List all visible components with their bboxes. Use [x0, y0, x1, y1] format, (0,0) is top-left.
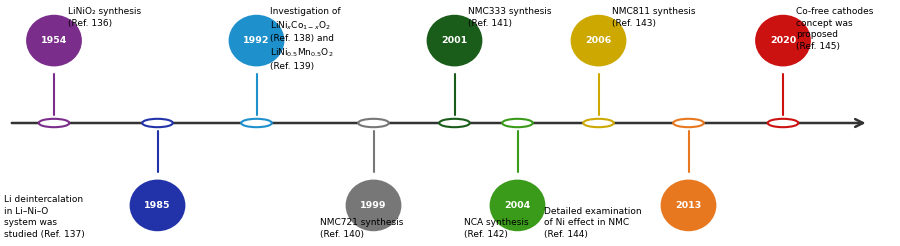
Circle shape: [358, 119, 389, 127]
Text: 1954: 1954: [40, 36, 68, 45]
Text: 2013: 2013: [675, 201, 702, 210]
Text: NCA synthesis
(Ref. 142): NCA synthesis (Ref. 142): [464, 218, 528, 239]
Text: 1985: 1985: [144, 201, 171, 210]
Text: Investigation of
LiNi$_x$Co$_{1-x}$O$_2$
(Ref. 138) and
LiNi$_{0.5}$Mn$_{0.5}$O$: Investigation of LiNi$_x$Co$_{1-x}$O$_2$…: [270, 7, 340, 71]
Text: Li deintercalation
in Li–Ni–O
system was
studied (Ref. 137): Li deintercalation in Li–Ni–O system was…: [4, 195, 86, 239]
Circle shape: [583, 119, 614, 127]
Text: 2020: 2020: [770, 36, 796, 45]
Circle shape: [439, 119, 470, 127]
Ellipse shape: [130, 180, 185, 231]
Text: 2004: 2004: [504, 201, 531, 210]
Ellipse shape: [755, 15, 811, 66]
Ellipse shape: [427, 15, 482, 66]
Circle shape: [142, 119, 173, 127]
Circle shape: [768, 119, 798, 127]
Ellipse shape: [490, 180, 545, 231]
Text: 2001: 2001: [441, 36, 468, 45]
Circle shape: [39, 119, 69, 127]
Text: Co-free cathodes
concept was
proposed
(Ref. 145): Co-free cathodes concept was proposed (R…: [796, 7, 874, 51]
Text: 2006: 2006: [585, 36, 612, 45]
Text: 1999: 1999: [360, 201, 387, 210]
Text: Detailed examination
of Ni effect in NMC
(Ref. 144): Detailed examination of Ni effect in NMC…: [544, 207, 642, 239]
Ellipse shape: [661, 180, 716, 231]
Text: NMC721 synthesis
(Ref. 140): NMC721 synthesis (Ref. 140): [320, 218, 403, 239]
Text: LiNiO₂ synthesis
(Ref. 136): LiNiO₂ synthesis (Ref. 136): [68, 7, 140, 28]
Text: NMC811 synthesis
(Ref. 143): NMC811 synthesis (Ref. 143): [612, 7, 696, 28]
Ellipse shape: [229, 15, 284, 66]
Circle shape: [502, 119, 533, 127]
Text: 1992: 1992: [243, 36, 270, 45]
Ellipse shape: [346, 180, 401, 231]
Text: NMC333 synthesis
(Ref. 141): NMC333 synthesis (Ref. 141): [468, 7, 552, 28]
Ellipse shape: [571, 15, 626, 66]
Ellipse shape: [26, 15, 82, 66]
Circle shape: [673, 119, 704, 127]
Circle shape: [241, 119, 272, 127]
